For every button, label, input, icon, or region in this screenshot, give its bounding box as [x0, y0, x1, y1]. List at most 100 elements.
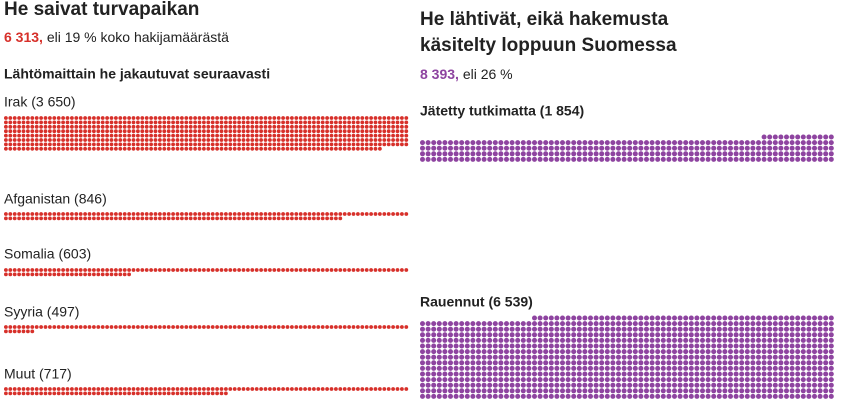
dot [180, 133, 184, 138]
dot [78, 268, 83, 272]
dot [610, 315, 616, 321]
dot [312, 142, 316, 147]
dot [56, 146, 61, 151]
dot [610, 377, 616, 383]
dot [812, 326, 817, 332]
dot [666, 145, 672, 151]
dot [554, 140, 560, 146]
dot [644, 151, 649, 157]
dot [329, 116, 334, 120]
dot [246, 138, 250, 142]
dot [316, 146, 321, 151]
dot [74, 124, 79, 129]
dot [470, 382, 476, 388]
dot [593, 365, 599, 371]
dot [329, 124, 334, 129]
dot [109, 142, 114, 147]
dot [688, 326, 694, 332]
dot [136, 325, 140, 329]
dot [543, 393, 549, 399]
dot [694, 393, 700, 399]
dot [127, 129, 131, 134]
dot [772, 354, 778, 360]
dot [378, 120, 382, 125]
dot [241, 133, 246, 138]
dot [806, 151, 812, 157]
dot [761, 393, 767, 399]
dot [12, 268, 17, 272]
dot [520, 332, 526, 338]
dot [149, 391, 154, 396]
group-label: Muut (717) [4, 366, 72, 382]
dot [61, 391, 65, 396]
right-title: He lähtivät, eikä hakemusta [420, 9, 669, 30]
dot [8, 124, 13, 129]
dot [509, 343, 515, 349]
dot [812, 140, 817, 146]
dot [778, 360, 784, 366]
dot [431, 321, 437, 327]
dot [136, 387, 140, 391]
dot [436, 360, 442, 366]
dot [65, 272, 70, 277]
dot [360, 142, 365, 147]
dot [122, 212, 127, 216]
dot [303, 212, 307, 216]
dot [281, 129, 285, 134]
dot [588, 321, 593, 327]
dot [391, 138, 395, 142]
dot [202, 216, 206, 221]
dot [360, 124, 365, 129]
dot [560, 377, 565, 383]
dot [582, 140, 588, 146]
dot [744, 343, 750, 349]
dot [298, 142, 303, 147]
dot [8, 138, 13, 142]
dot [588, 388, 593, 394]
dot [711, 354, 717, 360]
dot [593, 371, 599, 377]
dot [812, 151, 817, 157]
dot [272, 120, 277, 125]
dot [206, 120, 211, 125]
dot [543, 365, 549, 371]
dot [65, 133, 70, 138]
dot [784, 365, 789, 371]
dot [800, 145, 806, 151]
dot [136, 129, 140, 134]
dot [800, 140, 806, 146]
dot [43, 391, 48, 396]
dot [184, 387, 189, 391]
dot [464, 365, 470, 371]
dot [312, 120, 316, 125]
dot [453, 349, 459, 355]
dot [537, 393, 543, 399]
dot [800, 326, 806, 332]
dot [109, 133, 114, 138]
dot [193, 120, 198, 125]
dot [492, 145, 498, 151]
dot [744, 326, 750, 332]
dot [166, 120, 171, 125]
dot [74, 120, 79, 125]
dot [431, 337, 437, 343]
dot [817, 315, 823, 321]
dot [294, 325, 299, 329]
dot [560, 326, 565, 332]
dot [210, 124, 215, 129]
dot [672, 371, 677, 377]
dot [105, 120, 109, 125]
dot [520, 388, 526, 394]
dot [492, 326, 498, 332]
dot [599, 337, 605, 343]
dot [436, 332, 442, 338]
dot [364, 120, 369, 125]
dot [599, 349, 605, 355]
dot [96, 387, 101, 391]
dot [593, 321, 599, 327]
dot [395, 120, 400, 125]
dot [621, 349, 627, 355]
dot [8, 146, 13, 151]
dot [303, 116, 307, 120]
dot [543, 145, 549, 151]
